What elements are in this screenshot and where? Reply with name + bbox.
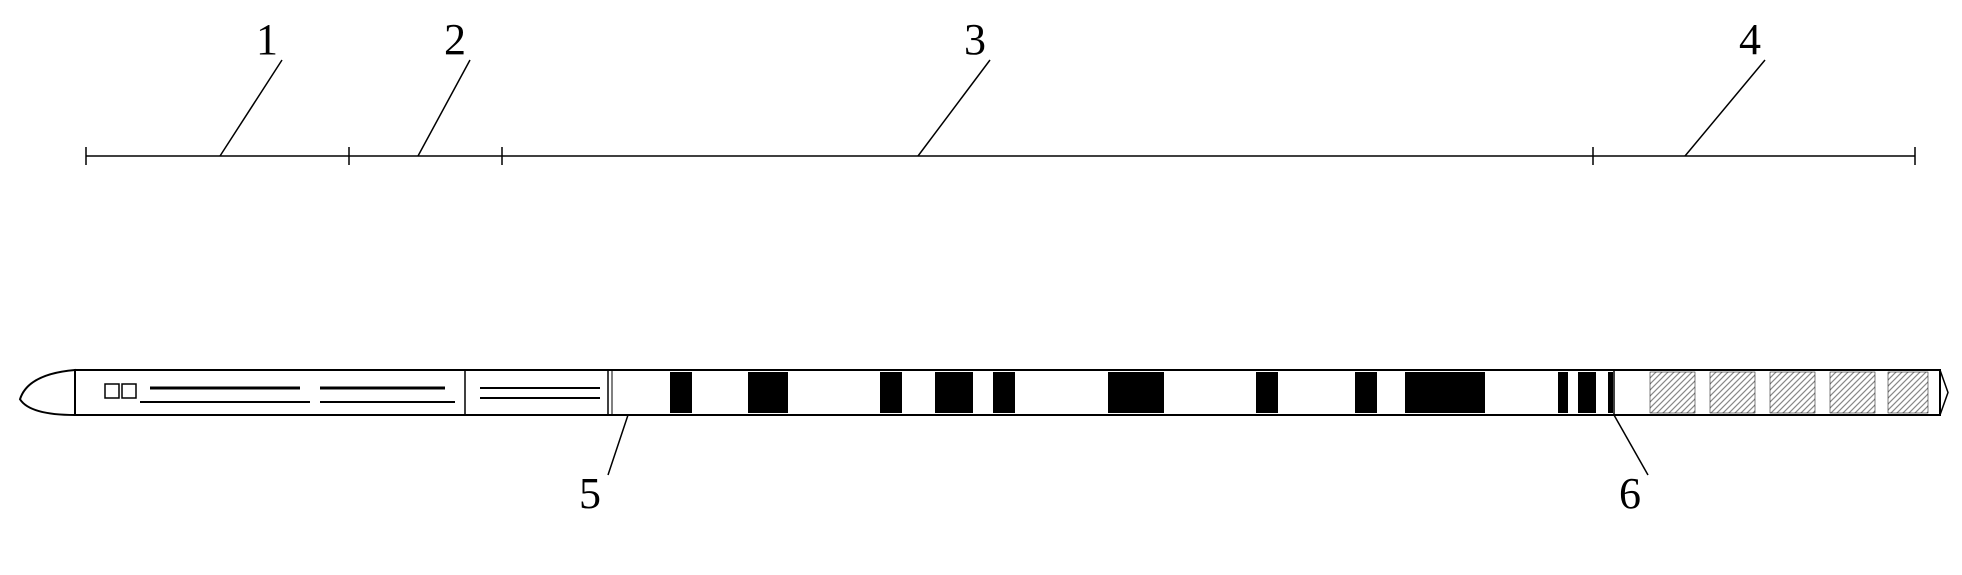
component-label: 6: [1619, 469, 1641, 518]
leader-line: [1614, 415, 1648, 475]
leader-line: [220, 60, 282, 156]
tail-band: [1888, 372, 1928, 413]
body-band: [1558, 372, 1568, 413]
body-band: [1608, 372, 1613, 413]
component-label: 5: [579, 469, 601, 518]
segment-label: 2: [444, 15, 466, 64]
train-tail-end: [1940, 370, 1948, 415]
diagram-canvas: 1 2 3 4 5 6: [0, 0, 1962, 575]
leader-line: [1685, 60, 1765, 156]
segment-label: 4: [1739, 15, 1761, 64]
body-band: [1405, 372, 1485, 413]
tail-band: [1650, 372, 1695, 413]
train-nose: [20, 370, 75, 415]
body-band: [1355, 372, 1377, 413]
leader-line: [918, 60, 990, 156]
body-band: [1108, 372, 1164, 413]
body-band: [748, 372, 788, 413]
body-band: [880, 372, 902, 413]
segment-label: 3: [964, 15, 986, 64]
body-band: [1256, 372, 1278, 413]
segment-label: 1: [256, 15, 278, 64]
body-band: [993, 372, 1015, 413]
tail-band: [1710, 372, 1755, 413]
body-band: [1578, 372, 1596, 413]
tail-band: [1770, 372, 1815, 413]
body-band: [935, 372, 973, 413]
leader-line: [608, 415, 628, 475]
leader-line: [418, 60, 470, 156]
tail-band: [1830, 372, 1875, 413]
body-band: [670, 372, 692, 413]
